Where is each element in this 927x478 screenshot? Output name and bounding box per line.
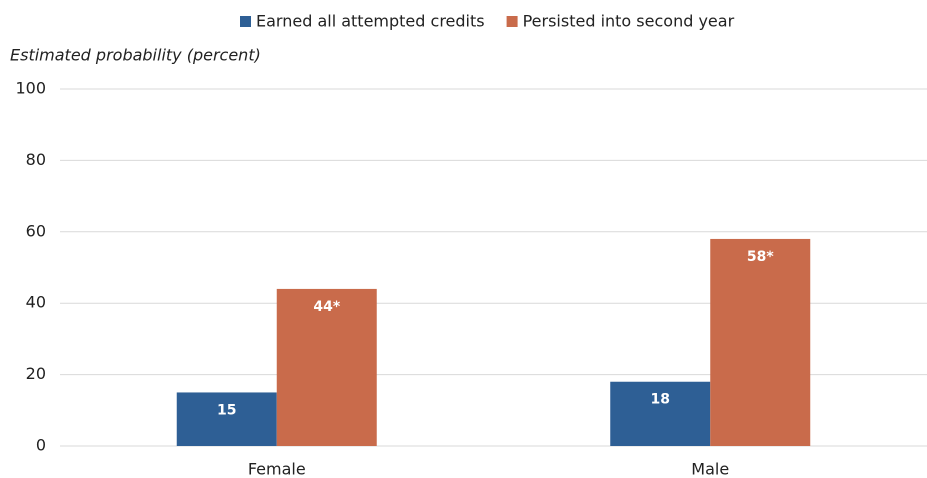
data-label: 18 [651, 392, 670, 408]
data-label: 44* [313, 299, 340, 315]
y-axis-label: Estimated probability (percent) [10, 46, 261, 65]
x-tick-label: Female [248, 460, 306, 478]
legend-swatch [506, 16, 518, 27]
bar [176, 392, 277, 446]
y-tick-label: 0 [36, 436, 46, 455]
y-tick-label: 60 [26, 221, 46, 240]
legend-swatch [240, 16, 251, 27]
data-label: 15 [217, 402, 236, 418]
data-label: 58* [747, 249, 774, 265]
bar [276, 288, 377, 446]
y-tick-label: 100 [15, 79, 46, 98]
x-tick-label: Male [691, 460, 729, 478]
legend-label: Earned all attempted credits [256, 12, 485, 31]
y-tick-label: 80 [26, 150, 46, 169]
y-tick-label: 40 [26, 293, 46, 312]
bar [710, 238, 811, 446]
y-tick-label: 20 [26, 364, 46, 383]
legend-label: Persisted into second year [523, 12, 735, 31]
bar [610, 381, 711, 446]
